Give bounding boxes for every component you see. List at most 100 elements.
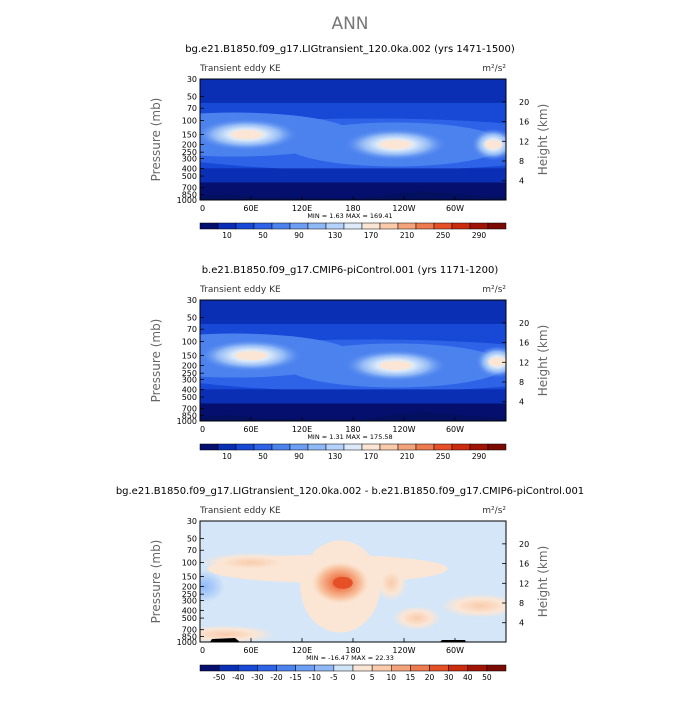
height-tick-label: 20 — [519, 540, 529, 549]
colorbar-swatch — [289, 443, 309, 451]
colorbar-label: 30 — [444, 673, 454, 682]
panel-title: bg.e21.B1850.f09_g17.LIGtransient_120.0k… — [116, 486, 584, 497]
y-axis-right-label: Height (km) — [536, 546, 550, 617]
colorbar-label: 40 — [463, 673, 473, 682]
pressure-tick-label: 200 — [182, 582, 197, 591]
lon-tick-label: 120E — [292, 646, 312, 655]
colorbar-swatch — [397, 222, 417, 230]
pressure-tick-label: 150 — [182, 352, 197, 361]
colorbar-swatch — [289, 222, 309, 230]
colorbar-label: 50 — [482, 673, 492, 682]
pressure-tick-label: 100 — [182, 559, 197, 568]
colorbar-swatch — [487, 222, 507, 230]
jet-core — [235, 351, 267, 361]
colorbar-swatch — [257, 664, 277, 672]
y-axis-right-label: Height (km) — [536, 104, 550, 175]
colorbar-swatch — [361, 443, 381, 451]
colorbar-label: -50 — [213, 673, 225, 682]
pressure-tick-label: 200 — [182, 361, 197, 370]
colorbar-swatch — [469, 443, 489, 451]
jet-core — [379, 139, 412, 149]
pressure-tick-label: 700 — [182, 626, 197, 635]
colorbar-swatch — [415, 443, 435, 451]
pressure-tick-label: 100 — [182, 117, 197, 126]
panel-subtitle: Transient eddy KE — [199, 64, 281, 74]
colorbar-swatch — [433, 222, 453, 230]
colorbar-label: -5 — [330, 673, 338, 682]
pressure-tick-label: 850 — [182, 632, 197, 641]
pressure-tick-label: 250 — [182, 148, 197, 157]
height-tick-label: 4 — [519, 398, 524, 407]
lon-tick-label: 60E — [243, 204, 258, 213]
pressure-tick-label: 30 — [187, 75, 197, 84]
terrain — [200, 191, 506, 200]
lon-tick-label: 120E — [292, 204, 312, 213]
min-max-stats: MIN = 1.63 MAX = 169.41 — [307, 212, 392, 220]
height-tick-label: 12 — [519, 358, 529, 367]
pressure-tick-label: 500 — [182, 614, 197, 623]
colorbar-label: -20 — [270, 673, 282, 682]
colorbar-swatch — [199, 222, 219, 230]
colorbar-swatch — [217, 443, 237, 451]
lon-tick-label: 180 — [345, 425, 360, 434]
pressure-tick-label: 50 — [187, 93, 197, 102]
colorbar-swatch — [253, 222, 273, 230]
pressure-tick-label: 70 — [187, 104, 197, 113]
colorbar-swatch — [235, 222, 255, 230]
colorbar-swatch — [217, 222, 237, 230]
colorbar-label: 130 — [328, 452, 343, 461]
colorbar-swatch — [352, 664, 373, 672]
colorbar-label: 0 — [351, 673, 356, 682]
colorbar-swatch — [271, 222, 291, 230]
field-band — [201, 552, 301, 573]
pressure-tick-label: 400 — [182, 164, 197, 173]
chart-panel-1: bg.e21.B1850.f09_g17.LIGtransient_120.0k… — [149, 44, 550, 240]
lon-tick-label: 60W — [446, 204, 464, 213]
field-band — [375, 564, 408, 601]
colorbar-label: 250 — [436, 452, 451, 461]
colorbar-swatch — [429, 664, 449, 672]
colorbar-swatch — [361, 222, 381, 230]
colorbar-swatch — [397, 443, 417, 451]
colorbar-swatch — [448, 664, 468, 672]
pressure-tick-label: 30 — [187, 296, 197, 305]
field-band — [200, 168, 506, 183]
colorbar-label: 210 — [400, 231, 415, 240]
pressure-tick-label: 700 — [182, 405, 197, 414]
colorbar-label: -30 — [251, 673, 263, 682]
colorbar-label: 50 — [258, 452, 268, 461]
colorbar-swatch — [325, 222, 345, 230]
pressure-tick-label: 850 — [182, 190, 197, 199]
panel-units: m²/s² — [482, 64, 506, 74]
height-tick-label: 16 — [519, 560, 529, 569]
colorbar-swatch — [469, 222, 489, 230]
pressure-tick-label: 500 — [182, 172, 197, 181]
height-tick-label: 16 — [519, 339, 529, 348]
field-band — [392, 606, 441, 631]
field — [200, 521, 506, 642]
pressure-tick-label: 850 — [182, 411, 197, 420]
jet-core — [488, 357, 506, 367]
height-tick-label: 8 — [519, 157, 524, 166]
colorbar-label: 250 — [436, 231, 451, 240]
min-max-stats: MIN = 1.31 MAX = 175.58 — [307, 433, 392, 441]
colorbar-label: 210 — [400, 452, 415, 461]
diff-core — [332, 576, 353, 589]
panel-subtitle: Transient eddy KE — [199, 285, 281, 295]
lon-tick-label: 0 — [200, 425, 205, 434]
pressure-tick-label: 250 — [182, 590, 197, 599]
colorbar-label: 170 — [364, 452, 379, 461]
pressure-tick-label: 250 — [182, 369, 197, 378]
lon-tick-label: 60E — [243, 425, 258, 434]
panel-title: b.e21.B1850.f09_g17.CMIP6-piControl.001 … — [202, 265, 499, 276]
height-tick-label: 20 — [519, 98, 529, 107]
field-band — [440, 593, 506, 618]
field-band — [200, 625, 276, 642]
colorbar-swatch — [371, 664, 392, 672]
pressure-tick-label: 1000 — [177, 196, 197, 205]
field — [200, 79, 506, 200]
pressure-tick-label: 500 — [182, 393, 197, 402]
y-axis-label: Pressure (mb) — [149, 319, 163, 403]
colorbar-swatch — [343, 443, 363, 451]
lon-tick-label: 0 — [200, 204, 205, 213]
